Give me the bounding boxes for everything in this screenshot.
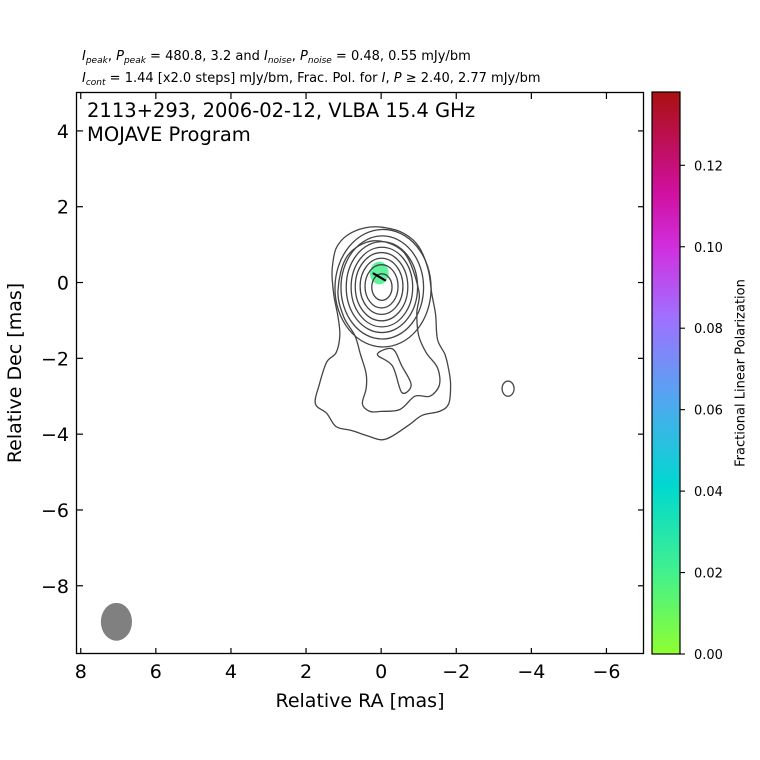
colorbar-label: Fractional Linear Polarization bbox=[733, 279, 749, 467]
contour-tail-gap bbox=[376, 347, 412, 394]
contour-second-contour bbox=[337, 240, 441, 413]
noise-i-symbol: I bbox=[263, 49, 268, 64]
colorbar: 0.00 0.02 0.04 0.06 0.08 0.10 0.12 bbox=[651, 91, 723, 663]
y-tick-label-3: −2 bbox=[41, 348, 69, 370]
x-tick-label-5: −2 bbox=[442, 661, 470, 683]
cont-i-subscript: cont bbox=[85, 78, 106, 88]
y-tick-label-4: −4 bbox=[41, 424, 69, 446]
x-tick-label-0: 8 bbox=[75, 661, 87, 683]
core-contour-4 bbox=[350, 246, 414, 328]
fracpol-cutoff-text: ≥ 2.40, 2.77 mJy/bm bbox=[401, 71, 541, 86]
colorbar-ramp bbox=[651, 91, 681, 655]
colorbar-tick-label-2: 0.04 bbox=[694, 485, 723, 500]
fracpol-p-symbol: P bbox=[393, 71, 402, 86]
cont-i-symbol: I bbox=[82, 71, 86, 86]
contour-info-text: = 1.44 [x2.0 steps] mJy/bm, Frac. Pol. f… bbox=[105, 71, 382, 86]
colorbar-tick-label-0: 0.00 bbox=[694, 648, 723, 663]
axes-frame bbox=[75, 91, 645, 655]
x-axis-label: Relative RA [mas] bbox=[275, 690, 445, 712]
plot-title-line-2: MOJAVE Program bbox=[87, 123, 251, 146]
noise-i-subscript: noise bbox=[267, 56, 292, 66]
plot-area bbox=[100, 226, 515, 641]
core-contour-3 bbox=[345, 240, 419, 334]
fracpol-i-symbol: I bbox=[381, 71, 386, 86]
colorbar-tick-label-3: 0.06 bbox=[694, 404, 723, 419]
colorbar-tick-label-6: 0.12 bbox=[694, 159, 723, 174]
noise-p-symbol: P bbox=[300, 49, 308, 64]
plot-title-line-1: 2113+293, 2006-02-12, VLBA 15.4 GHz bbox=[87, 99, 476, 122]
colorbar-tick-label-5: 0.10 bbox=[694, 241, 723, 256]
y-axis-label: Relative Dec [mas] bbox=[4, 282, 26, 464]
y-tick-label-6: −8 bbox=[41, 576, 69, 598]
y-tick-label-2: 0 bbox=[57, 273, 69, 295]
contour-lowest-contour bbox=[314, 226, 452, 441]
x-tick-label-4: 0 bbox=[375, 661, 387, 683]
restoring-beam bbox=[100, 602, 133, 641]
evpa-vector-1 bbox=[372, 272, 387, 282]
x-tick-label-3: 2 bbox=[300, 661, 312, 683]
peak-p-symbol: P bbox=[116, 49, 124, 64]
isolated-contour-1 bbox=[501, 380, 515, 397]
colorbar-tick-label-4: 0.08 bbox=[694, 322, 723, 337]
y-tick-label-5: −6 bbox=[41, 500, 69, 522]
axis-ticks: 8 6 4 2 0 −2 −4 −6 4 2 0 −2 −4 −6 −8 bbox=[41, 93, 644, 683]
x-tick-label-1: 6 bbox=[150, 661, 162, 683]
core-contour-7 bbox=[364, 264, 399, 309]
x-tick-label-2: 4 bbox=[225, 661, 237, 683]
x-tick-label-6: −4 bbox=[517, 661, 545, 683]
core-contour-5 bbox=[354, 251, 409, 322]
header-line-2: Icont = 1.44 [x2.0 steps] mJy/bm, Frac. … bbox=[82, 71, 541, 88]
peak-i-symbol: I bbox=[82, 49, 86, 64]
peak-values-text: = 480.8, 3.2 and bbox=[145, 49, 264, 64]
header-line-1: Ipeak, Ppeak = 480.8, 3.2 and Inoise, Pn… bbox=[82, 49, 471, 66]
colorbar-tick-label-1: 0.02 bbox=[694, 567, 723, 582]
y-tick-label-1: 2 bbox=[57, 197, 69, 219]
peak-i-subscript: peak bbox=[85, 56, 108, 66]
core-contour-8 bbox=[371, 273, 393, 301]
x-tick-label-7: −6 bbox=[592, 661, 620, 683]
peak-p-subscript: peak bbox=[123, 56, 146, 66]
y-tick-label-0: 4 bbox=[57, 121, 69, 143]
core-contour-1 bbox=[334, 228, 432, 348]
core-contour-6 bbox=[359, 257, 404, 316]
noise-values-text: = 0.48, 0.55 mJy/bm bbox=[331, 49, 471, 64]
core-contour-2 bbox=[340, 235, 425, 340]
noise-p-subscript: noise bbox=[307, 56, 332, 66]
